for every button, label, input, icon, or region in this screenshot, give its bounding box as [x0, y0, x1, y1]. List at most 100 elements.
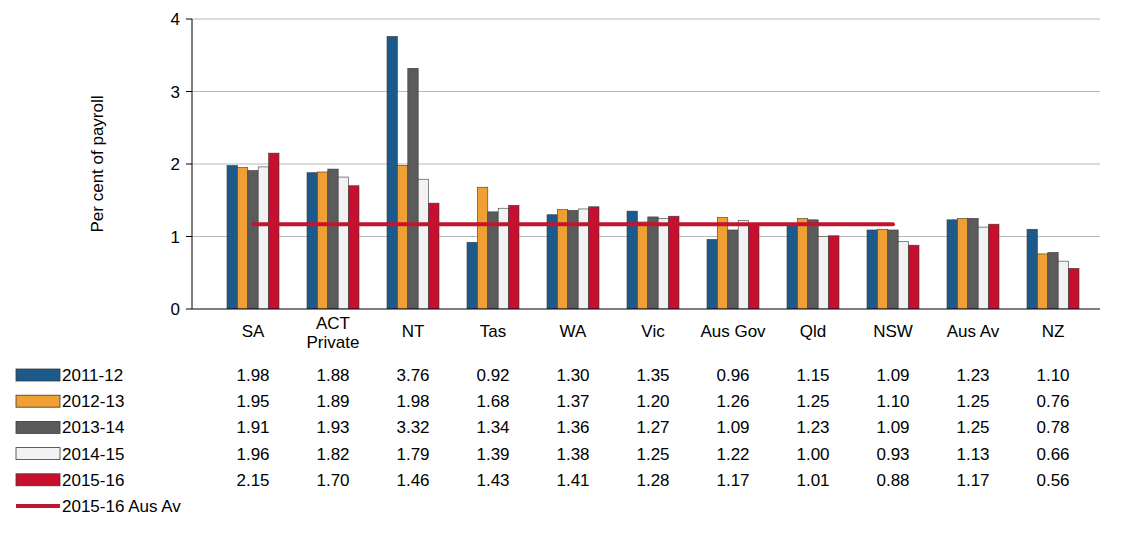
table-value: 1.43 [476, 471, 509, 490]
bar [648, 217, 658, 309]
x-axis [192, 309, 1100, 310]
grid-line [192, 91, 1100, 92]
bar [947, 220, 957, 309]
bar [269, 153, 279, 309]
table-value: 1.38 [556, 445, 589, 464]
table-value: 1.41 [556, 471, 589, 490]
legend-swatch [16, 474, 60, 486]
bar [488, 212, 498, 309]
marks [227, 36, 1079, 309]
bar [658, 218, 668, 309]
table-value: 0.93 [876, 445, 909, 464]
table-value: 1.17 [956, 471, 989, 490]
category-label: SA [242, 322, 265, 341]
bar [909, 245, 919, 309]
tick-label: 0 [171, 300, 180, 319]
bar [808, 220, 818, 309]
table-value: 1.01 [796, 471, 829, 490]
table-value: 3.32 [396, 418, 429, 437]
bar [317, 172, 327, 309]
bar [467, 242, 477, 309]
bar [477, 187, 487, 309]
table-value: 1.36 [556, 418, 589, 437]
table-value: 1.26 [716, 392, 749, 411]
bar [227, 165, 237, 309]
bar [307, 173, 317, 309]
bar [509, 205, 519, 309]
table-value: 1.35 [636, 366, 669, 385]
table-value: 1.25 [956, 418, 989, 437]
legend-label: 2014-15 [62, 445, 124, 464]
bar [1037, 254, 1047, 309]
table-value: 1.30 [556, 366, 589, 385]
table-value: 1.91 [236, 418, 269, 437]
table-value: 1.98 [236, 366, 269, 385]
table-value: 1.98 [396, 392, 429, 411]
legend-label: 2011-12 [62, 366, 123, 385]
legend-swatch [16, 421, 60, 433]
table-value: 1.25 [796, 392, 829, 411]
category-label: Qld [800, 322, 826, 341]
legend-swatch [16, 448, 60, 460]
table-value: 1.25 [956, 392, 989, 411]
bar [637, 222, 647, 309]
table-value: 1.13 [956, 445, 989, 464]
tick-mark [186, 236, 192, 237]
bar [717, 218, 727, 309]
category-label-line: ACT [316, 314, 350, 333]
table-value: 1.10 [876, 392, 909, 411]
category-label: NSW [873, 322, 913, 341]
table-value: 1.09 [876, 418, 909, 437]
tick-mark [186, 19, 192, 20]
category-label: NZ [1042, 322, 1065, 341]
bar [877, 229, 887, 309]
table-value: 1.68 [476, 392, 509, 411]
bar [248, 171, 258, 309]
table-value: 1.09 [716, 418, 749, 437]
table-value: 2.15 [236, 471, 269, 490]
bar [429, 203, 439, 309]
bar [968, 218, 978, 309]
legend-label: 2015-16 Aus Av [62, 497, 181, 516]
table-value: 1.93 [316, 418, 349, 437]
bar [258, 167, 268, 309]
table-value: 1.39 [476, 445, 509, 464]
bar [1048, 252, 1058, 309]
bar [728, 230, 738, 309]
table-value: 1.79 [396, 445, 429, 464]
bar [749, 224, 759, 309]
bar [349, 186, 359, 309]
reference-line [253, 222, 893, 226]
category-label-line: Private [307, 333, 360, 352]
table-value: 1.20 [636, 392, 669, 411]
table-value: 0.96 [716, 366, 749, 385]
category-label: Vic [641, 322, 665, 341]
bar [738, 221, 748, 309]
tick-label: 3 [171, 83, 180, 102]
bar [898, 242, 908, 309]
table-value: 1.28 [636, 471, 669, 490]
bar [867, 230, 877, 309]
table-value: 1.27 [636, 418, 669, 437]
table-value: 1.15 [796, 366, 829, 385]
table-value: 1.00 [796, 445, 829, 464]
bar [237, 168, 247, 309]
table-value: 3.76 [396, 366, 429, 385]
chart: 01234Per cent of payrollSAACTPrivateNTTa… [0, 0, 1138, 554]
bar [888, 230, 898, 309]
table-value: 0.76 [1036, 392, 1069, 411]
y-axis [192, 19, 193, 309]
category-label: Aus Gov [700, 322, 766, 341]
table-value: 0.88 [876, 471, 909, 490]
tick-mark [186, 164, 192, 165]
category-label: Tas [480, 322, 506, 341]
table-value: 1.09 [876, 366, 909, 385]
table-value: 0.92 [476, 366, 509, 385]
bar [387, 36, 397, 309]
bar [989, 224, 999, 309]
table-value: 1.95 [236, 392, 269, 411]
table-value: 1.23 [956, 366, 989, 385]
legend-swatch [16, 504, 60, 508]
table-value: 1.22 [716, 445, 749, 464]
table-value: 1.37 [556, 392, 589, 411]
